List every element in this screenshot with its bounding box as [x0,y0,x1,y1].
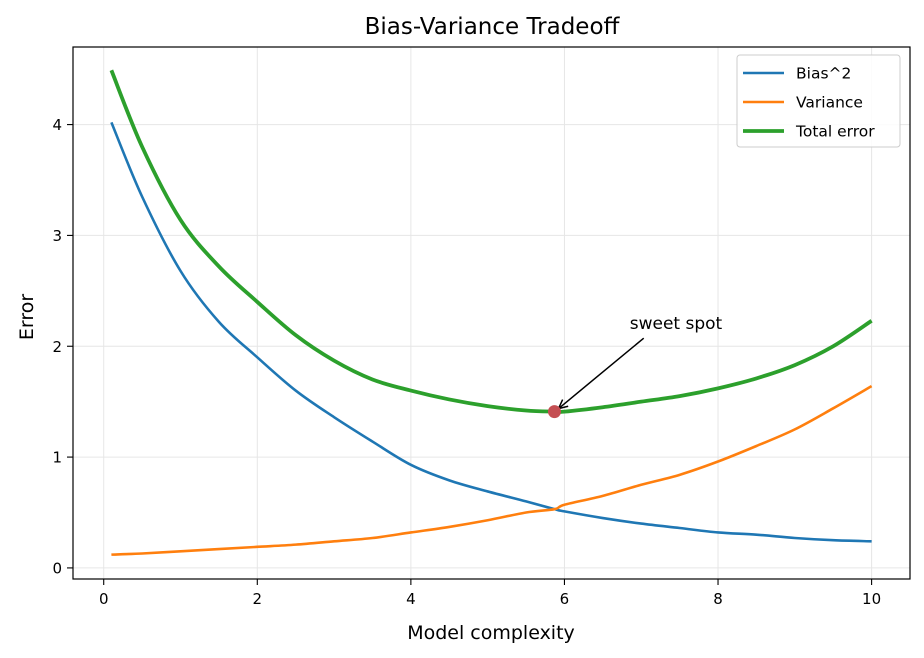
chart-title: Bias-Variance Tradeoff [365,14,621,40]
series-line-variance [111,385,873,556]
legend-label: Total error [795,123,875,141]
annotation-arrow-line [557,337,645,410]
sweet-spot-marker [547,405,561,419]
series-line-bias-2 [110,121,872,543]
legend-label: Variance [796,94,863,112]
axis-ticks: 0 2 4 6 8 10 0 1 2 3 4 [52,116,881,608]
y-tick-label: 0 [52,559,62,577]
x-tick-label: 8 [713,590,723,608]
y-tick-label: 1 [52,449,62,467]
legend-box [736,54,901,148]
legend-label: Bias^2 [796,65,851,83]
y-tick-label: 3 [52,227,62,245]
plot-frame [72,46,911,580]
x-tick-label: 2 [253,590,263,608]
y-tick-label: 4 [52,116,62,134]
x-tick-label: 0 [99,590,109,608]
y-axis-label: Error [16,294,38,341]
x-tick-label: 4 [406,590,416,608]
x-axis-label: Model complexity [407,622,575,644]
annotation-label: sweet spot [630,314,723,334]
x-tick-label: 6 [560,590,570,608]
x-tick-label: 10 [862,590,881,608]
annotations: sweet spot [547,314,723,419]
series-lines [109,69,873,556]
legend: Bias^2 Variance Total error [736,54,901,148]
y-tick-label: 2 [52,338,62,356]
series-line-total-error [109,69,873,414]
